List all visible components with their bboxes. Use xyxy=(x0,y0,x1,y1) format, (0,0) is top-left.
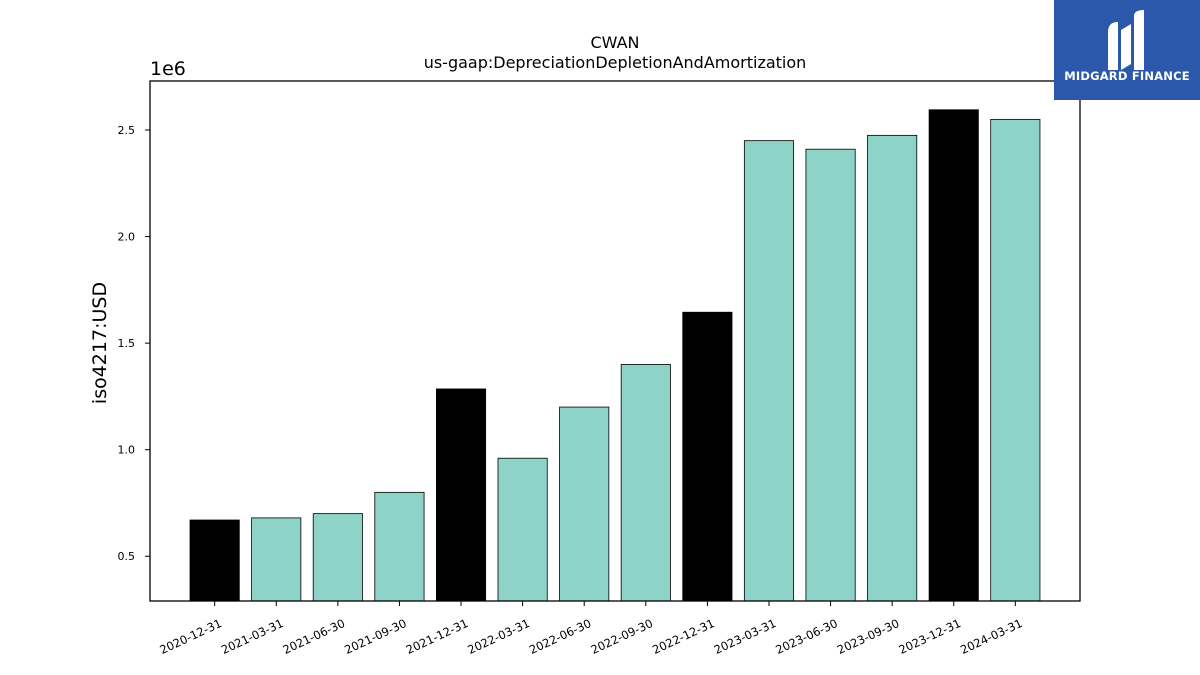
bars-group xyxy=(189,109,1041,602)
bar-2021-09-30 xyxy=(374,491,425,602)
bar-2023-03-31 xyxy=(743,140,795,602)
x-ticks-group: 2020-12-312021-03-312021-06-302021-09-30… xyxy=(157,601,1025,657)
bar-2023-09-30 xyxy=(867,134,918,602)
y-tick-label: 2.5 xyxy=(118,124,136,137)
x-tick-label: 2023-03-31 xyxy=(712,616,778,657)
x-tick-label: 2024-03-31 xyxy=(958,616,1024,657)
x-tick-label: 2022-09-30 xyxy=(589,616,655,657)
x-tick-label: 2023-12-31 xyxy=(897,616,963,657)
bar-2021-03-31 xyxy=(251,517,302,602)
bar-2023-12-31 xyxy=(928,109,979,602)
bar-2023-06-30 xyxy=(805,148,856,602)
midgard-logo-icon xyxy=(1108,10,1144,70)
y-tick-label: 1.5 xyxy=(118,337,136,350)
x-tick-label: 2022-12-31 xyxy=(650,616,716,657)
bar-2022-12-31 xyxy=(682,311,733,602)
x-tick-label: 2021-06-30 xyxy=(281,616,347,657)
midgard-finance-logo: MIDGARD FINANCE xyxy=(1054,0,1200,100)
bar-2020-12-31 xyxy=(189,519,240,602)
x-tick-label: 2023-09-30 xyxy=(835,616,901,657)
logo-text: MIDGARD FINANCE xyxy=(1064,69,1190,83)
x-tick-label: 2021-12-31 xyxy=(404,616,470,657)
y-tick-label: 1.0 xyxy=(118,444,136,457)
y-offset-text: 1e6 xyxy=(150,58,186,80)
bar-2022-06-30 xyxy=(559,406,610,602)
chart-title: CWAN xyxy=(590,33,639,52)
x-tick-label: 2022-03-31 xyxy=(465,616,531,657)
y-tick-label: 0.5 xyxy=(118,550,136,563)
x-tick-label: 2023-06-30 xyxy=(773,616,839,657)
chart-subtitle: us-gaap:DepreciationDepletionAndAmortiza… xyxy=(424,53,807,72)
y-tick-label: 2.0 xyxy=(118,231,136,244)
bar-2021-12-31 xyxy=(435,388,487,602)
bar-2021-06-30 xyxy=(312,513,363,602)
x-tick-label: 2021-09-30 xyxy=(342,616,408,657)
y-axis-label: iso4217:USD xyxy=(89,282,111,404)
x-tick-label: 2022-06-30 xyxy=(527,616,593,657)
x-tick-label: 2021-03-31 xyxy=(219,616,285,657)
plot-frame xyxy=(149,80,1081,602)
bar-2022-09-30 xyxy=(620,364,671,602)
y-ticks-group: 0.5 1.0 1.5 2.0 2.5 xyxy=(118,124,150,563)
bar-2024-03-31 xyxy=(990,118,1041,602)
bar-2022-03-31 xyxy=(497,457,548,602)
x-tick-label: 2020-12-31 xyxy=(157,616,223,657)
